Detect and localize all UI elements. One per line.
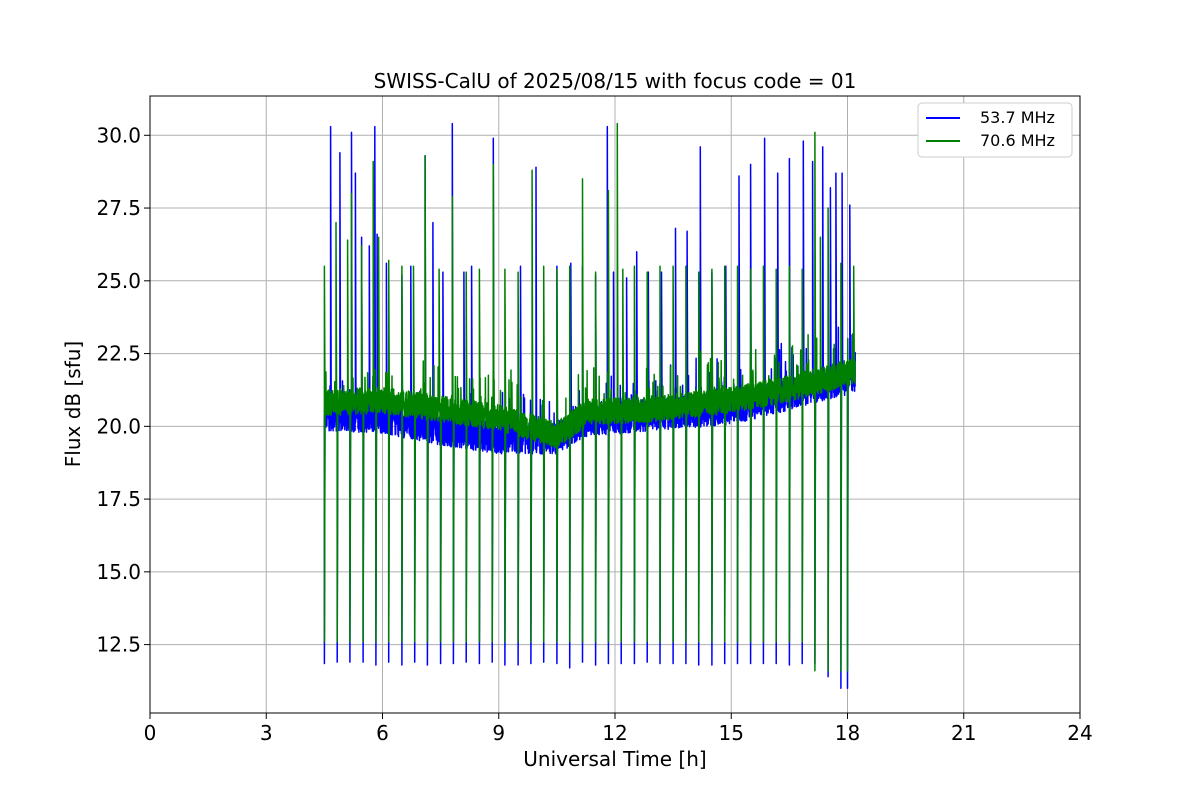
legend: 53.7 MHz 70.6 MHz <box>917 102 1073 158</box>
y-tick-label: 25.0 <box>96 269 141 293</box>
chart-title: SWISS-CalU of 2025/08/15 with focus code… <box>374 69 857 93</box>
x-axis-label: Universal Time [h] <box>523 747 706 771</box>
y-tick-label: 20.0 <box>96 414 141 438</box>
y-tick-label: 15.0 <box>96 560 141 584</box>
legend-box <box>917 102 1073 158</box>
y-axis-label: Flux dB [sfu] <box>61 341 85 467</box>
legend-label-53-7-mhz: 53.7 MHz <box>980 108 1055 127</box>
x-tick-label: 12 <box>602 721 627 745</box>
y-tick-label: 12.5 <box>96 633 141 657</box>
legend-label-70-6-mhz: 70.6 MHz <box>980 131 1055 150</box>
x-tick-label: 21 <box>951 721 976 745</box>
x-tick-label: 24 <box>1067 721 1092 745</box>
y-tick-label: 17.5 <box>96 487 141 511</box>
x-tick-label: 3 <box>260 721 273 745</box>
x-tick-label: 18 <box>835 721 860 745</box>
y-tick-label: 22.5 <box>96 342 141 366</box>
x-tick-label: 6 <box>376 721 389 745</box>
series-line-70-6-mhz <box>323 122 856 672</box>
x-tick-label: 15 <box>719 721 744 745</box>
series-layer <box>323 122 856 690</box>
y-tick-label: 30.0 <box>96 123 141 147</box>
ticks-layer: 0 3 6 9 12 15 18 21 24 12.5 15.0 17.5 20.0 22.5 25.0 27… <box>96 123 1092 745</box>
x-tick-label: 9 <box>492 721 505 745</box>
x-tick-label: 0 <box>144 721 157 745</box>
y-tick-label: 27.5 <box>96 196 141 220</box>
